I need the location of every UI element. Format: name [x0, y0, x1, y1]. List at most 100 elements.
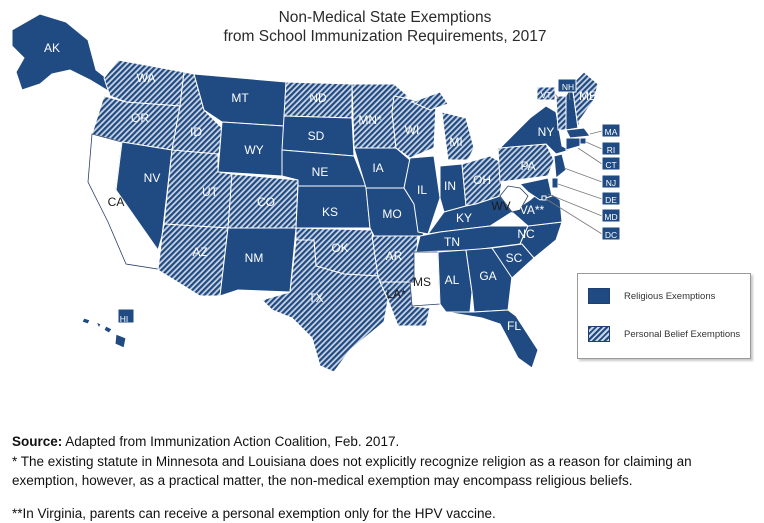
state-fl [445, 309, 539, 369]
state-label-ri: RI [607, 145, 616, 155]
callout-box-md [601, 208, 621, 223]
callout-line-ma [589, 130, 603, 135]
state-label-nc: NC [517, 227, 535, 241]
state-label-al: AL [445, 273, 460, 287]
legend-item-personal: Personal Belief Exemptions [588, 326, 740, 342]
state-tx [261, 239, 389, 373]
state-label-ma: MA [605, 127, 618, 137]
state-label-ct: CT [605, 160, 616, 170]
callout-line-nj [563, 167, 603, 183]
state-label-wv: WV [491, 199, 510, 213]
state-vt [555, 95, 567, 131]
callout-line-de [557, 183, 603, 200]
map-title-line1: Non-Medical State Exemptions [278, 9, 492, 26]
legend-item-religious: Religious Exemptions [588, 288, 715, 304]
state-ri [579, 137, 587, 145]
state-label-mn: MN* [358, 113, 382, 127]
callout-box-nh [557, 78, 577, 93]
state-label-ut: UT [202, 185, 219, 199]
state-label-nh: NH [562, 82, 574, 92]
footnote-1: * The existing statute in Minnesota and … [12, 453, 692, 489]
source-line: Source: Adapted from Immunization Action… [12, 432, 757, 452]
state-label-oh: OH [473, 173, 491, 187]
state-me [571, 71, 599, 129]
state-label-mi: MI [449, 135, 462, 149]
callout-box-dc [601, 226, 621, 241]
state-nm [219, 227, 297, 297]
state-label-ny: NY [538, 125, 555, 139]
state-label-il: IL [417, 183, 427, 197]
state-label-co: CO [257, 195, 275, 209]
state-label-nm: NM [245, 251, 264, 265]
state-label-md: MD [604, 212, 617, 222]
state-label-ne: NE [312, 165, 329, 179]
state-label-in: IN [444, 179, 456, 193]
legend-swatch-religious [588, 288, 610, 304]
state-label-dc: DC [605, 230, 617, 240]
callout-box-nj [601, 174, 621, 189]
state-label-fl: FL [507, 319, 521, 333]
notes-section: Source: Adapted from Immunization Action… [12, 432, 757, 523]
state-label-ca: CA [108, 195, 125, 209]
state-label-ok: OK [331, 241, 348, 255]
state-ma [565, 127, 591, 139]
state-label-nd: ND [309, 91, 327, 105]
state-az [157, 223, 229, 297]
state-label-ga: GA [479, 269, 496, 283]
state-label-wa: WA [137, 71, 156, 85]
callout-line-vt [554, 93, 561, 101]
state-label-pa: PA [520, 159, 535, 173]
callout-line-nh [568, 91, 571, 101]
state-label-nj: NJ [606, 178, 616, 188]
legend-swatch-personal [588, 326, 610, 342]
state-ct [565, 137, 581, 151]
state-label-me: ME [579, 89, 597, 103]
state-ak [11, 13, 115, 93]
legend-label-religious: Religious Exemptions [624, 290, 716, 302]
state-label-ar: AR [386, 249, 403, 263]
state-label-tx: TX [308, 291, 323, 305]
state-label-de: DE [605, 195, 617, 205]
state-label-la: LA* [386, 287, 406, 301]
callout-box-ct [601, 156, 621, 171]
state-label-ak: AK [44, 41, 60, 55]
state-label-ky: KY [456, 211, 472, 225]
state-il [403, 155, 441, 235]
state-label-mt: MT [231, 91, 249, 105]
state-label-nv: NV [144, 171, 161, 185]
us-exemptions-map: AK WA OR CA NV ID MT WY UT AZ CO NM ND SD NE KS OK TX MN* I… [11, 13, 621, 373]
state-label-az: AZ [192, 245, 207, 259]
callout-line-ri [585, 141, 603, 150]
source-label: Source: [12, 434, 63, 449]
callout-line-ct [577, 147, 603, 165]
state-label-id: ID [190, 125, 202, 139]
state-va [511, 187, 563, 227]
state-hi [81, 317, 127, 349]
state-de [551, 177, 559, 189]
callout-box-ma [601, 123, 621, 138]
state-label-hi: HI [120, 314, 129, 324]
state-nj [553, 153, 567, 179]
state-label-tn: TN [444, 235, 460, 249]
map-title-line2: from School Immunization Requirements, 2… [223, 28, 547, 45]
state-label-wi: WI [405, 123, 420, 137]
state-label-or: OR [131, 111, 149, 125]
source-text: Adapted from Immunization Action Coaliti… [62, 434, 400, 449]
state-label-mo: MO [382, 207, 401, 221]
state-label-wy: WY [244, 143, 263, 157]
callout-box-vt [536, 86, 556, 101]
callout-box-hi [117, 308, 135, 324]
footnote-2: **In Virginia, parents can receive a per… [12, 505, 496, 521]
state-label-va: VA** [520, 203, 545, 217]
map-legend: Religious Exemptions Personal Belief Exe… [577, 273, 751, 359]
callout-box-ri [601, 141, 621, 156]
legend-label-personal: Personal Belief Exemptions [624, 328, 741, 340]
callout-line-md [547, 193, 603, 217]
state-label-vt: VT [541, 90, 552, 100]
state-label-ks: KS [322, 205, 338, 219]
map-title: Non-Medical State Exemptions from School… [180, 8, 590, 46]
callout-line-dc [545, 198, 603, 235]
state-dc [541, 195, 547, 201]
callout-box-de [601, 191, 621, 206]
state-mi [410, 91, 475, 161]
